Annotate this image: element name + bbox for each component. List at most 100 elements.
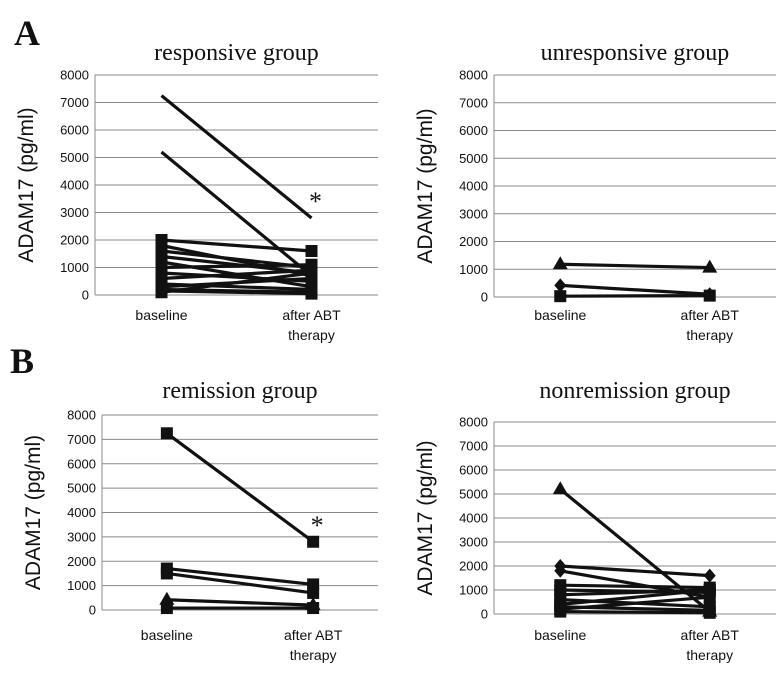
series-1 xyxy=(160,94,313,220)
y-tick-label: 4000 xyxy=(459,179,488,194)
y-tick-label: 0 xyxy=(89,603,96,618)
panel-label-b: B xyxy=(10,341,34,381)
y-tick-label: 3000 xyxy=(67,529,96,544)
y-tick-label: 2000 xyxy=(67,554,96,569)
y-axis-label: ADAM17 (pg/ml) xyxy=(22,435,45,590)
data-point-square xyxy=(305,245,318,257)
y-tick-label: 8000 xyxy=(459,68,488,83)
series-2 xyxy=(554,278,716,302)
y-tick-label: 1000 xyxy=(459,262,488,277)
series-2 xyxy=(554,559,716,583)
chart-title: nonremission group xyxy=(539,378,730,404)
series-5 xyxy=(160,602,320,615)
y-tick-label: 8000 xyxy=(67,408,96,423)
series-line xyxy=(166,566,314,586)
y-axis-label: ADAM17 (pg/ml) xyxy=(15,107,38,262)
x-tick-label: after ABT therapy xyxy=(284,627,343,663)
series-line xyxy=(560,294,710,298)
series-3 xyxy=(160,567,320,599)
data-point-square xyxy=(160,567,173,580)
series-line xyxy=(161,268,312,281)
x-tick-label: baseline xyxy=(534,627,586,643)
y-tick-label: 7000 xyxy=(459,95,488,110)
data-point-triangle xyxy=(159,591,175,605)
series-line xyxy=(560,262,710,270)
x-tick-label: after ABT therapy xyxy=(282,307,341,343)
chart-3: remission group 0 1000 2000 3000 4000 5000 6000… xyxy=(22,378,378,663)
y-tick-label: 2000 xyxy=(60,233,89,248)
data-point-square xyxy=(703,606,716,619)
significance-star: * xyxy=(309,187,322,216)
chart-2: unresponsive group 0 1000 2000 3000 4000 5000 6… xyxy=(414,40,776,343)
data-point-square xyxy=(307,535,320,548)
y-tick-label: 7000 xyxy=(60,95,89,110)
y-tick-label: 6000 xyxy=(60,123,89,138)
y-tick-label: 8000 xyxy=(459,415,488,430)
data-point-square xyxy=(307,602,320,615)
x-tick-label: after ABT therapy xyxy=(681,627,740,663)
data-point-square xyxy=(160,602,173,615)
y-tick-label: 3000 xyxy=(459,206,488,221)
series-line xyxy=(560,583,710,590)
y-tick-label: 6000 xyxy=(459,123,488,138)
y-tick-label: 5000 xyxy=(67,481,96,496)
series-line xyxy=(166,571,314,595)
data-point-square xyxy=(305,287,318,300)
data-point-square xyxy=(554,605,567,618)
x-tick-label: baseline xyxy=(135,307,187,323)
y-tick-label: 1000 xyxy=(67,578,96,593)
data-point-square xyxy=(305,267,318,279)
series-line xyxy=(161,271,312,294)
y-tick-label: 0 xyxy=(481,607,488,622)
y-tick-label: 5000 xyxy=(459,151,488,166)
data-point-square xyxy=(554,290,567,303)
series-line xyxy=(560,595,710,611)
y-tick-label: 4000 xyxy=(67,505,96,520)
series-1 xyxy=(552,256,718,273)
y-tick-label: 7000 xyxy=(67,432,96,447)
chart-title: unresponsive group xyxy=(541,40,730,66)
data-point-diamond xyxy=(554,278,567,293)
data-point-square xyxy=(307,586,320,599)
data-point-square xyxy=(160,427,173,440)
data-point-square xyxy=(155,284,168,297)
series-3 xyxy=(554,289,716,303)
y-tick-label: 4000 xyxy=(60,178,89,193)
x-tick-label: baseline xyxy=(534,307,586,323)
series-line xyxy=(160,94,313,220)
series-1 xyxy=(160,427,320,548)
y-tick-label: 6000 xyxy=(459,463,488,478)
y-tick-label: 3000 xyxy=(459,535,488,550)
data-point-triangle xyxy=(552,481,568,495)
data-point-triangle xyxy=(702,259,718,273)
series-line xyxy=(165,431,315,544)
y-tick-label: 5000 xyxy=(60,150,89,165)
data-point-square xyxy=(703,289,716,302)
y-tick-label: 0 xyxy=(82,288,89,303)
y-tick-label: 5000 xyxy=(459,487,488,502)
y-axis-label: ADAM17 (pg/ml) xyxy=(414,440,437,595)
series-line xyxy=(161,263,312,270)
y-tick-label: 2000 xyxy=(459,234,488,249)
data-point-square xyxy=(703,591,716,604)
panel-label-a: A xyxy=(14,13,40,53)
y-tick-label: 6000 xyxy=(67,456,96,471)
y-tick-label: 2000 xyxy=(459,559,488,574)
data-point-triangle xyxy=(552,256,568,270)
series-2 xyxy=(160,150,313,277)
y-axis-label: ADAM17 (pg/ml) xyxy=(414,108,437,263)
y-tick-label: 1000 xyxy=(459,583,488,598)
x-tick-label: baseline xyxy=(141,627,193,643)
significance-star: * xyxy=(311,511,324,540)
chart-title: remission group xyxy=(162,378,317,404)
chart-1: responsive group 0 1000 2000 3000 4000 5000 600… xyxy=(15,40,378,343)
y-tick-label: 7000 xyxy=(459,439,488,454)
y-tick-label: 1000 xyxy=(60,260,89,275)
series-line xyxy=(161,238,312,253)
y-tick-label: 4000 xyxy=(459,511,488,526)
series-line xyxy=(560,283,710,296)
charts: responsive group 0 1000 2000 3000 4000 5000 600… xyxy=(15,40,776,663)
series-line xyxy=(160,150,313,277)
y-tick-label: 8000 xyxy=(60,68,89,83)
